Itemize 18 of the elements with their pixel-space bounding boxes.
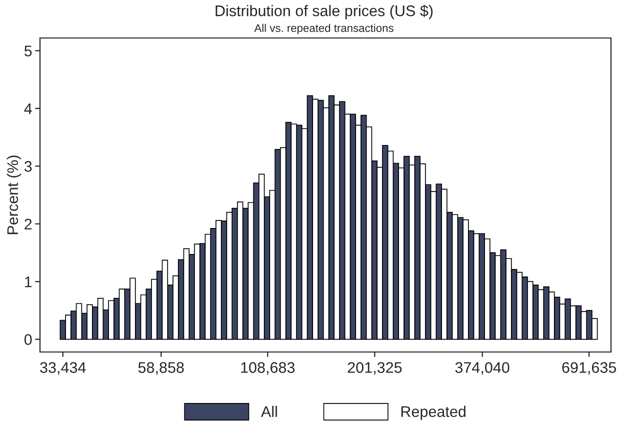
y-tick-label: 2: [24, 218, 32, 230]
legend-label: Repeated: [401, 406, 466, 420]
y-tick-label: 4: [24, 103, 32, 114]
legend-label: All: [261, 406, 277, 417]
x-tick-label: 374,040: [455, 362, 510, 375]
chart-title: Distribution of sale prices (US $): [216, 4, 433, 20]
bar: [97, 298, 104, 340]
y-tick-label: 5: [24, 46, 32, 56]
x-tick-label: 201,325: [348, 362, 402, 375]
y-tick-label: 0: [24, 334, 32, 345]
y-tick-label: 1: [25, 276, 32, 288]
y-tick-label: 3: [24, 161, 32, 172]
x-tick-label: 108,683: [241, 362, 295, 375]
x-tick-label: 33,434: [40, 362, 86, 375]
y-axis-title: Percent (%): [6, 156, 22, 234]
x-tick-label: 691,635: [562, 362, 616, 375]
chart-subtitle: All vs. repeated transactions: [254, 24, 394, 34]
x-tick-label: 58,858: [138, 362, 184, 375]
